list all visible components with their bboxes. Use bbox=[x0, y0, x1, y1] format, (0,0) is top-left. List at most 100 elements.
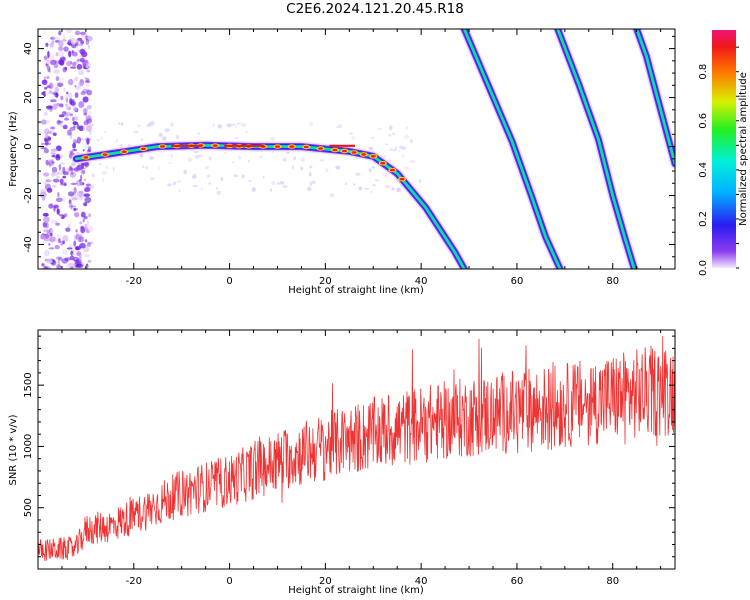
noise-speckle bbox=[62, 171, 69, 176]
noise-speckle bbox=[133, 130, 139, 134]
noise-speckle bbox=[84, 254, 91, 258]
noise-speckle bbox=[50, 171, 55, 178]
noise-speckle bbox=[145, 166, 149, 170]
spectral-traces bbox=[71, 29, 675, 269]
y-tick-label: 0 bbox=[23, 143, 34, 149]
noise-speckle bbox=[291, 165, 294, 170]
trace-hotspot-core bbox=[159, 145, 166, 148]
noise-speckle bbox=[82, 107, 89, 113]
x-tick-label: 80 bbox=[606, 576, 619, 587]
noise-speckle bbox=[101, 171, 108, 175]
noise-speckle bbox=[57, 50, 64, 57]
noise-speckle bbox=[382, 172, 388, 177]
trace-hotspot-core bbox=[274, 145, 281, 148]
noise-speckle bbox=[61, 56, 66, 63]
noise-speckle bbox=[87, 44, 91, 50]
noise-speckle bbox=[86, 137, 90, 145]
noise-speckle bbox=[47, 131, 53, 134]
noise-speckle bbox=[41, 142, 45, 146]
noise-speckle bbox=[81, 51, 88, 58]
noise-speckle bbox=[68, 202, 73, 209]
noise-speckle bbox=[69, 97, 73, 105]
noise-speckle bbox=[43, 229, 50, 233]
noise-speckle bbox=[74, 235, 77, 241]
noise-speckle bbox=[247, 159, 250, 163]
noise-speckle bbox=[309, 181, 313, 186]
noise-speckle bbox=[58, 164, 62, 171]
noise-speckle bbox=[42, 212, 49, 217]
noise-speckle bbox=[168, 162, 173, 164]
noise-speckle bbox=[352, 183, 356, 186]
noise-speckle bbox=[76, 179, 83, 187]
noise-speckle bbox=[76, 63, 83, 70]
noise-speckle bbox=[192, 185, 198, 188]
noise-speckle bbox=[44, 183, 51, 191]
noise-speckle bbox=[355, 172, 361, 176]
noise-speckle bbox=[137, 124, 142, 127]
noise-speckle bbox=[82, 149, 85, 152]
noise-speckle bbox=[77, 37, 83, 41]
x-tick-label: 80 bbox=[606, 276, 619, 287]
noise-speckle bbox=[58, 256, 63, 261]
noise-speckle bbox=[383, 154, 386, 159]
noise-speckle bbox=[198, 154, 203, 158]
noise-speckle bbox=[120, 122, 124, 126]
noise-speckle bbox=[271, 181, 276, 186]
noise-speckle bbox=[56, 233, 62, 239]
trace-hotspot-core bbox=[361, 153, 367, 156]
heatmap-y-label: Frequency (Hz) bbox=[8, 111, 19, 187]
noise-speckle bbox=[75, 86, 81, 90]
noise-speckle bbox=[43, 112, 48, 116]
noise-speckle bbox=[172, 181, 176, 186]
noise-speckle bbox=[98, 163, 102, 166]
noise-speckle bbox=[73, 187, 77, 194]
noise-speckle bbox=[69, 255, 75, 261]
noise-speckle bbox=[349, 132, 354, 135]
noise-speckle bbox=[212, 123, 215, 128]
noise-speckle bbox=[145, 124, 151, 128]
noise-speckle bbox=[50, 36, 56, 40]
noise-speckle bbox=[91, 173, 95, 178]
noise-speckle bbox=[79, 31, 87, 36]
noise-speckle bbox=[58, 114, 65, 118]
x-tick-label: 60 bbox=[511, 576, 524, 587]
noise-speckle bbox=[46, 119, 50, 124]
noise-speckle bbox=[100, 136, 103, 140]
noise-speckle bbox=[231, 123, 236, 126]
noise-speckle bbox=[363, 187, 370, 190]
noise-speckle bbox=[66, 167, 71, 174]
heatmap-panel: -20 0 20 40 60 80 -40 -20 0 20 40 Height of straig… bbox=[8, 28, 676, 296]
noise-speckle bbox=[399, 145, 403, 150]
noise-speckle bbox=[84, 188, 89, 193]
noise-speckle bbox=[148, 122, 151, 127]
trace-hotspot-core bbox=[289, 145, 295, 148]
noise-speckle bbox=[76, 263, 83, 268]
noise-speckle bbox=[85, 83, 90, 88]
noise-speckle bbox=[58, 46, 64, 51]
noise-speckle bbox=[238, 156, 242, 160]
noise-speckle bbox=[62, 235, 69, 242]
snr-series bbox=[38, 336, 675, 562]
noise-speckle bbox=[62, 34, 66, 41]
x-tick-label: 60 bbox=[511, 276, 524, 287]
noise-speckle bbox=[80, 174, 83, 181]
colorbar-tick-label: 0.6 bbox=[698, 113, 709, 129]
noise-speckle bbox=[372, 184, 377, 187]
noise-speckle bbox=[40, 234, 46, 240]
noise-speckle bbox=[220, 177, 224, 182]
snr-frame bbox=[37, 329, 676, 570]
colorbar-tick-label: 0.0 bbox=[698, 260, 709, 276]
noise-speckle bbox=[374, 179, 380, 182]
noise-speckle bbox=[46, 106, 53, 110]
noise-speckle bbox=[74, 212, 80, 218]
noise-speckle bbox=[54, 244, 60, 250]
noise-speckle bbox=[164, 128, 170, 133]
noise-speckle bbox=[41, 263, 45, 267]
noise-speckle bbox=[158, 166, 161, 170]
noise-speckle bbox=[87, 146, 92, 153]
trace-hotspot-core bbox=[380, 161, 386, 165]
noise-speckle bbox=[231, 161, 235, 164]
noise-speckle bbox=[52, 103, 58, 110]
noise-speckle bbox=[371, 166, 376, 169]
